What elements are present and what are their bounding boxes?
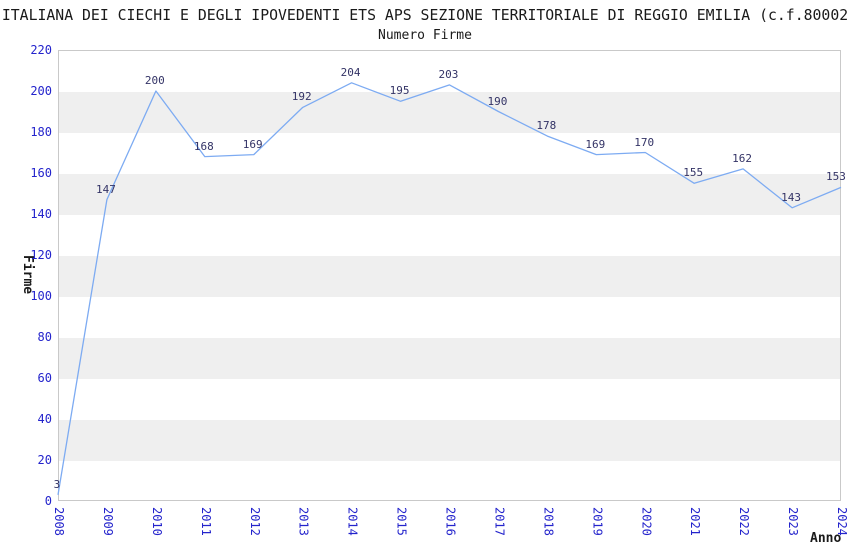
data-label: 155: [683, 166, 704, 180]
y-tick-label: 120: [30, 248, 52, 262]
x-tick-label: 2010: [149, 507, 164, 536]
data-label: 204: [340, 65, 361, 79]
x-tick-label: 2020: [639, 507, 654, 536]
x-tick-label: 2016: [443, 507, 458, 536]
y-tick-label: 20: [37, 453, 52, 467]
y-tick-label: 100: [30, 289, 52, 303]
x-tick-label: 2013: [296, 507, 311, 536]
x-tick-label: 2024: [835, 507, 849, 536]
plot-area: [58, 50, 841, 501]
data-label: 153: [826, 170, 846, 184]
grid-band: [59, 256, 840, 297]
x-tick-label: 2017: [492, 507, 507, 536]
data-label: 143: [781, 190, 801, 204]
data-label: 200: [144, 74, 165, 87]
y-tick-label: 140: [30, 207, 52, 221]
data-label: 168: [193, 139, 214, 153]
x-tick-label: 2021: [688, 507, 703, 536]
y-tick-label: 200: [30, 84, 52, 98]
chart-subtitle: Numero Firme: [378, 28, 472, 43]
grid-band: [59, 338, 840, 379]
x-tick-label: 2014: [345, 507, 360, 536]
data-label: 195: [389, 84, 410, 98]
x-tick-label: 2023: [786, 507, 801, 536]
x-tick-label: 2015: [394, 507, 409, 536]
data-label: 147: [95, 182, 116, 196]
y-tick-label: 0: [44, 494, 52, 508]
y-tick-label: 60: [37, 371, 52, 385]
y-axis-title: Firme: [20, 255, 35, 295]
data-label: 169: [242, 137, 263, 151]
x-axis-title: Anno: [810, 531, 842, 546]
data-label: 192: [291, 90, 312, 104]
y-tick-label: 160: [30, 166, 52, 180]
chart-title: ITALIANA DEI CIECHI E DEGLI IPOVEDENTI E…: [1, 7, 849, 24]
y-tick-label: 40: [37, 412, 52, 426]
x-tick-label: 2019: [590, 507, 605, 536]
y-tick-label: 220: [30, 43, 52, 57]
grid-band: [59, 174, 840, 215]
x-tick-label: 2009: [100, 507, 115, 536]
data-label: 178: [536, 119, 557, 133]
x-tick-label: 2012: [247, 507, 262, 536]
data-label: 170: [634, 135, 655, 149]
data-label: 169: [585, 137, 606, 151]
y-tick-label: 80: [37, 330, 52, 344]
x-tick-label: 2018: [541, 507, 556, 536]
data-label: 3: [53, 477, 61, 491]
data-label: 203: [438, 67, 459, 81]
grid-band: [59, 92, 840, 133]
x-tick-label: 2022: [737, 507, 752, 536]
y-tick-label: 180: [30, 125, 52, 139]
data-label: 190: [487, 94, 508, 108]
data-label: 162: [732, 151, 753, 165]
x-tick-label: 2008: [52, 507, 66, 536]
grid-band: [59, 420, 840, 461]
x-tick-label: 2011: [198, 507, 213, 536]
